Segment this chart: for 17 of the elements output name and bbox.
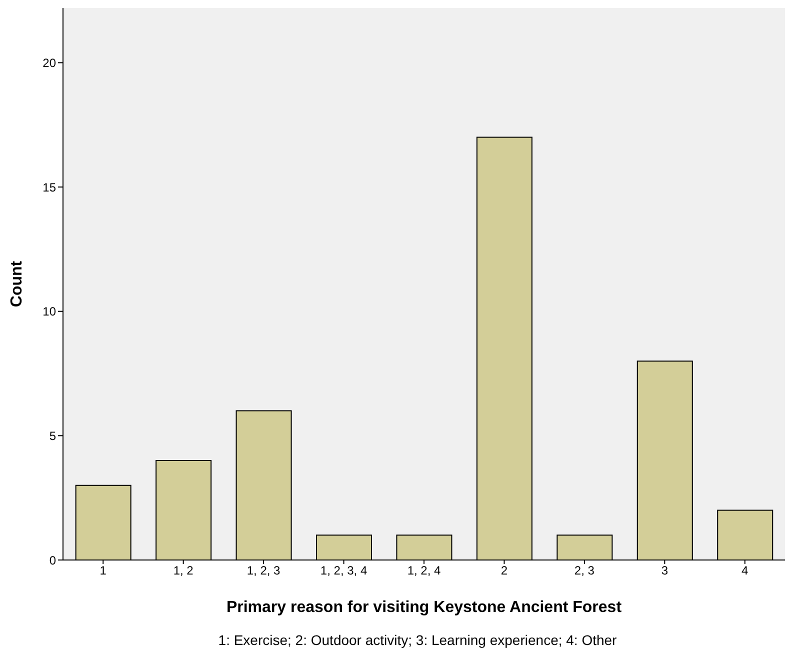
x-axis-title: Primary reason for visiting Keystone Ancient Forest bbox=[226, 599, 622, 616]
x-tick-label: 1, 2 bbox=[173, 564, 194, 578]
y-axis-title: Count bbox=[8, 260, 26, 308]
y-tick-label: 15 bbox=[42, 180, 56, 194]
x-tick-label: 1, 2, 4 bbox=[407, 564, 442, 578]
x-tick-label: 1, 2, 3 bbox=[246, 564, 281, 578]
x-tick-label: 3 bbox=[661, 564, 668, 578]
y-tick-label: 0 bbox=[49, 553, 56, 568]
y-tick-label: 20 bbox=[42, 56, 56, 70]
y-tick-label: 10 bbox=[42, 304, 56, 319]
text: 1: Exercise; 2: Outdoor activity; 3: Learning experience; 4: Other bbox=[217, 632, 618, 648]
x-tick-label: 2 bbox=[500, 564, 508, 578]
y-tick-label: 5 bbox=[49, 428, 56, 443]
x-tick-label: 4 bbox=[742, 564, 749, 578]
x-tick-label: 1 bbox=[100, 564, 107, 578]
x-tick-label: 2, 3 bbox=[574, 564, 595, 578]
x-tick-label: 1, 2, 3, 4 bbox=[320, 564, 368, 578]
